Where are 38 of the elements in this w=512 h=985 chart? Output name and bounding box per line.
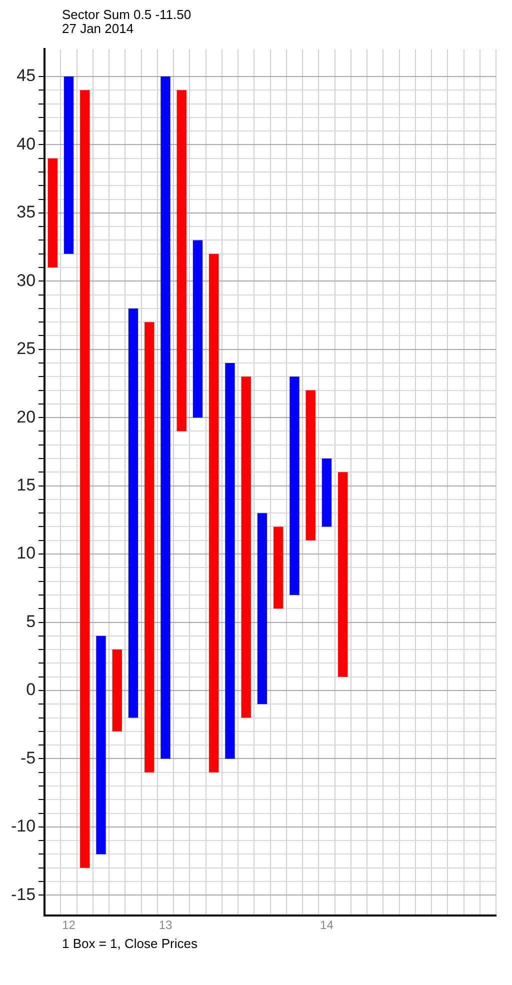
y-tick-label: 0 xyxy=(26,680,36,700)
bar xyxy=(257,513,268,704)
y-tick-label: 30 xyxy=(16,270,36,290)
bar xyxy=(290,376,300,595)
text: 1 Box = 1, Close Prices xyxy=(61,936,198,951)
y-tick-label: 5 xyxy=(26,612,36,631)
bar xyxy=(241,376,251,718)
x-tick-label: 13 xyxy=(158,918,172,932)
y-tick-label: -5 xyxy=(20,748,36,768)
x-tick-label: 12 xyxy=(62,918,76,932)
bar xyxy=(144,322,154,772)
x-tick-label: 14 xyxy=(320,918,334,932)
bar xyxy=(225,363,235,759)
y-tick-label: 35 xyxy=(16,202,36,222)
bar xyxy=(112,650,122,732)
bar xyxy=(274,526,284,609)
bar xyxy=(338,472,348,677)
bar xyxy=(80,90,90,868)
bar xyxy=(96,636,106,854)
bar xyxy=(48,158,58,268)
bar xyxy=(64,76,74,254)
chart-subtitle: 27 Jan 2014 xyxy=(62,21,135,36)
y-tick-label: 15 xyxy=(16,476,36,494)
y-tick-label: 20 xyxy=(16,407,36,426)
y-tick-label: 40 xyxy=(16,134,36,154)
y-tick-label: -10 xyxy=(10,816,36,836)
y-tick-label: 45 xyxy=(16,66,36,86)
y-tick-label: -15 xyxy=(10,884,36,904)
y-tick-label: 10 xyxy=(16,544,36,563)
bar xyxy=(192,240,203,418)
bar xyxy=(160,76,170,759)
bar xyxy=(209,254,219,772)
y-tick-label: 25 xyxy=(16,339,36,358)
bar xyxy=(176,90,186,432)
bar xyxy=(306,390,316,540)
chart-title: Sector Sum 0.5 -11.50 xyxy=(62,7,192,22)
bar xyxy=(322,458,332,527)
bar xyxy=(128,308,138,718)
